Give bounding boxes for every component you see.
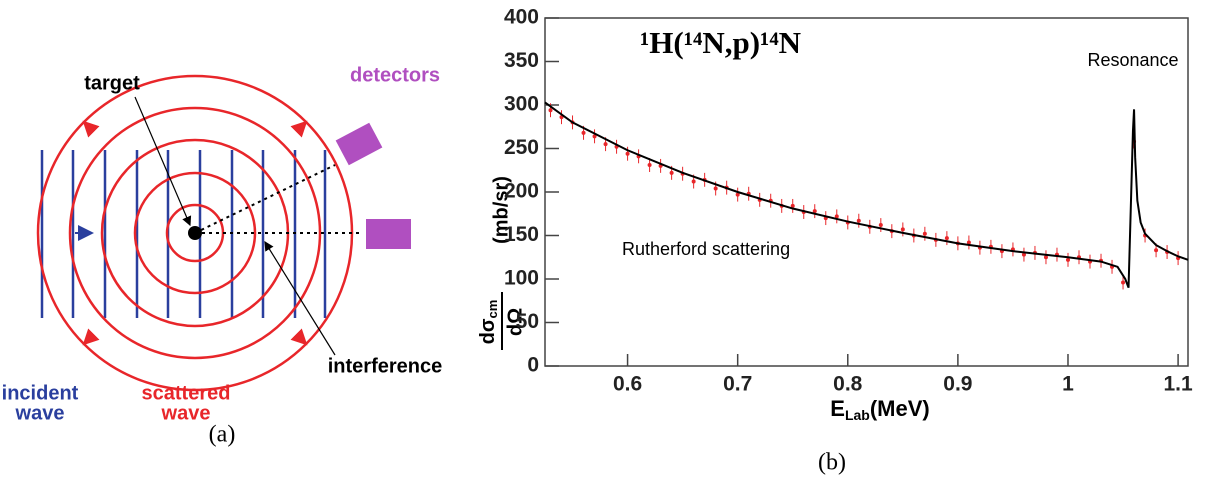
- label: detectors: [350, 64, 440, 86]
- y-label-sub: cm: [485, 300, 500, 319]
- y-tick-label: 250: [504, 136, 539, 159]
- plot-frame: [544, 17, 1189, 367]
- y-label-num: dσ: [477, 318, 499, 344]
- detector: [335, 122, 383, 166]
- detector-lines: [194, 164, 362, 234]
- label: interference: [328, 355, 443, 377]
- data-point: [812, 209, 817, 214]
- x-tick-label: 1: [1062, 373, 1074, 396]
- y-label-unit: (mb/sr): [490, 176, 512, 244]
- x-tick-label: 0.7: [723, 373, 752, 396]
- annotation: Rutherford scattering: [622, 239, 790, 259]
- label: wave: [15, 402, 65, 424]
- diagram: target detectors incident wave scattered…: [2, 64, 443, 447]
- interference-arrow: [264, 240, 336, 356]
- data-point: [691, 179, 696, 184]
- x-tick-label: 0.6: [613, 373, 642, 396]
- data-point: [944, 236, 949, 241]
- data-point: [625, 151, 630, 156]
- data-point: [713, 186, 718, 191]
- data-point: [603, 142, 608, 147]
- label: incident: [2, 382, 79, 404]
- y-tick-label: 50: [516, 310, 539, 333]
- y-tick-label: 350: [504, 49, 539, 72]
- label: target: [84, 72, 140, 94]
- chart: ¹H(¹⁴N,p)¹⁴N Resonance Rutherford scatte…: [477, 6, 1193, 476]
- data-point: [592, 134, 597, 139]
- data-point: [1065, 257, 1070, 262]
- data-point: [1154, 248, 1159, 253]
- data-point: [878, 223, 883, 228]
- data-point: [735, 192, 740, 197]
- data-point: [966, 240, 971, 245]
- scatter-arrows: [82, 120, 308, 346]
- caption: (a): [209, 422, 236, 448]
- x-tick-label: 0.8: [833, 373, 863, 396]
- detector: [366, 219, 411, 249]
- y-tick-label: 300: [504, 93, 539, 116]
- data-point: [790, 203, 795, 208]
- caption: (b): [818, 450, 846, 476]
- y-tick-label: 400: [504, 6, 539, 29]
- chart-title: ¹H(¹⁴N,p)¹⁴N: [640, 25, 801, 60]
- data-point: [647, 163, 652, 168]
- scattered-waves: [36, 74, 354, 392]
- y-tick-label: 150: [504, 223, 539, 246]
- x-tick-label: 0.9: [943, 373, 972, 396]
- fit-line: [544, 101, 1189, 289]
- x-axis-label-unit: (MeV): [870, 396, 930, 421]
- y-tick-label: 0: [527, 354, 539, 377]
- data-point: [669, 170, 674, 175]
- data-point: [922, 231, 927, 236]
- y-axis-label: dσcm dΩ (mb/sr): [477, 176, 526, 350]
- x-tick-label: 1.1: [1163, 373, 1193, 396]
- label: scattered: [142, 382, 231, 404]
- label: wave: [161, 402, 211, 424]
- data-point: [581, 130, 586, 135]
- data-point: [1021, 252, 1026, 257]
- x-axis-label-sub: Lab: [845, 407, 870, 423]
- y-tick-label: 200: [504, 180, 539, 203]
- x-axis-label: ELab(MeV): [830, 396, 929, 423]
- data-point: [900, 227, 905, 232]
- annotation: Resonance: [1087, 50, 1178, 70]
- y-label-numerator: dσcm: [477, 300, 500, 345]
- y-tick-label: 100: [504, 267, 539, 290]
- data-point: [856, 218, 861, 223]
- target-arrow: [134, 96, 192, 227]
- y-label-denominator: dΩ: [504, 308, 526, 336]
- data-point: [548, 108, 553, 113]
- data-point: [1121, 280, 1126, 285]
- data-point: [1043, 255, 1048, 260]
- data-point: [834, 214, 839, 219]
- x-axis-label-main: E: [830, 396, 845, 421]
